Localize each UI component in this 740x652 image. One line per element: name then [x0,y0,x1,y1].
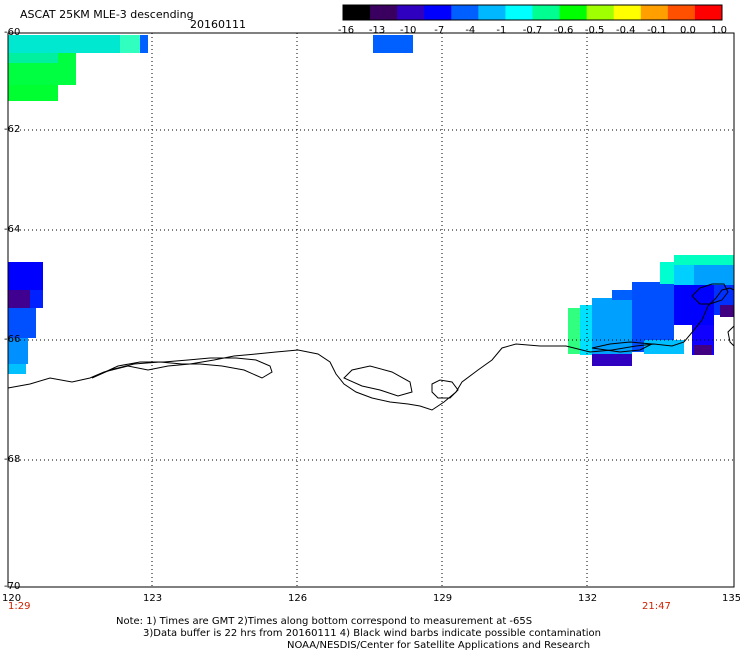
colorbar-swatch [694,5,723,20]
lat-label: -60 [4,27,21,38]
plot-frame [7,32,735,588]
colorbar-swatch [667,5,696,20]
lon-label: 126 [288,593,308,604]
colorbar-border [342,4,723,21]
note-line-2: 3)Data buffer is 22 hrs from 20160111 4)… [143,628,601,639]
lon-label: 123 [143,593,163,604]
colorbar-swatch [424,5,452,20]
time-left: 1:29 [8,601,31,612]
data-swath-top-left [8,35,148,101]
lat-label: -66 [4,334,21,345]
map-title: ASCAT 25KM MLE-3 descending [20,8,194,21]
colorbar-label: -13 [368,25,386,36]
coastline [7,283,735,411]
colorbar-label: -16 [337,25,355,36]
colorbar-label: -0.6 [553,25,574,36]
colorbar-label: -0.1 [647,25,667,36]
colorbar-swatch [613,5,642,20]
colorbar [342,4,723,21]
colorbar-swatch [397,5,425,20]
colorbar-swatch [370,5,398,20]
lon-label: 132 [578,593,598,604]
lon-label: 129 [433,593,453,604]
colorbar-swatch [532,5,561,20]
colorbar-swatch [451,5,479,20]
data-swath-left [8,262,43,374]
data-swath-right [568,255,734,366]
colorbar-label: -1 [496,25,507,36]
footnote: Note: 1) Times are GMT 2)Times along bot… [116,616,601,652]
colorbar-label: 1.0 [711,25,727,36]
time-right: 21:47 [642,601,671,612]
lat-label: -62 [4,124,21,135]
colorbar-swatch [478,5,506,20]
lat-label: -68 [4,454,21,465]
colorbar-swatch [343,5,371,20]
lon-label: 120 [2,593,22,604]
data-swath-top-center [373,35,413,53]
note-line-1: Note: 1) Times are GMT 2)Times along bot… [116,616,533,627]
plot-grid [8,33,734,587]
colorbar-swatch [640,5,669,20]
colorbar-label: -0.7 [522,25,543,36]
colorbar-label: -0.5 [584,25,605,36]
note-line-3: NOAA/NESDIS/Center for Satellite Applica… [287,640,591,651]
colorbar-swatch [505,5,533,20]
colorbar-swatch [586,5,615,20]
colorbar-label: -4 [465,25,476,36]
colorbar-label: -10 [399,25,417,36]
colorbar-label: -0.4 [615,25,636,36]
lon-label: 135 [722,593,740,604]
colorbar-label: 0.0 [679,25,696,36]
lat-label: -64 [4,224,21,235]
colorbar-label: -7 [434,25,445,36]
lat-label: -70 [4,581,21,592]
map-date: 20160111 [190,18,246,31]
colorbar-swatch [559,5,588,20]
